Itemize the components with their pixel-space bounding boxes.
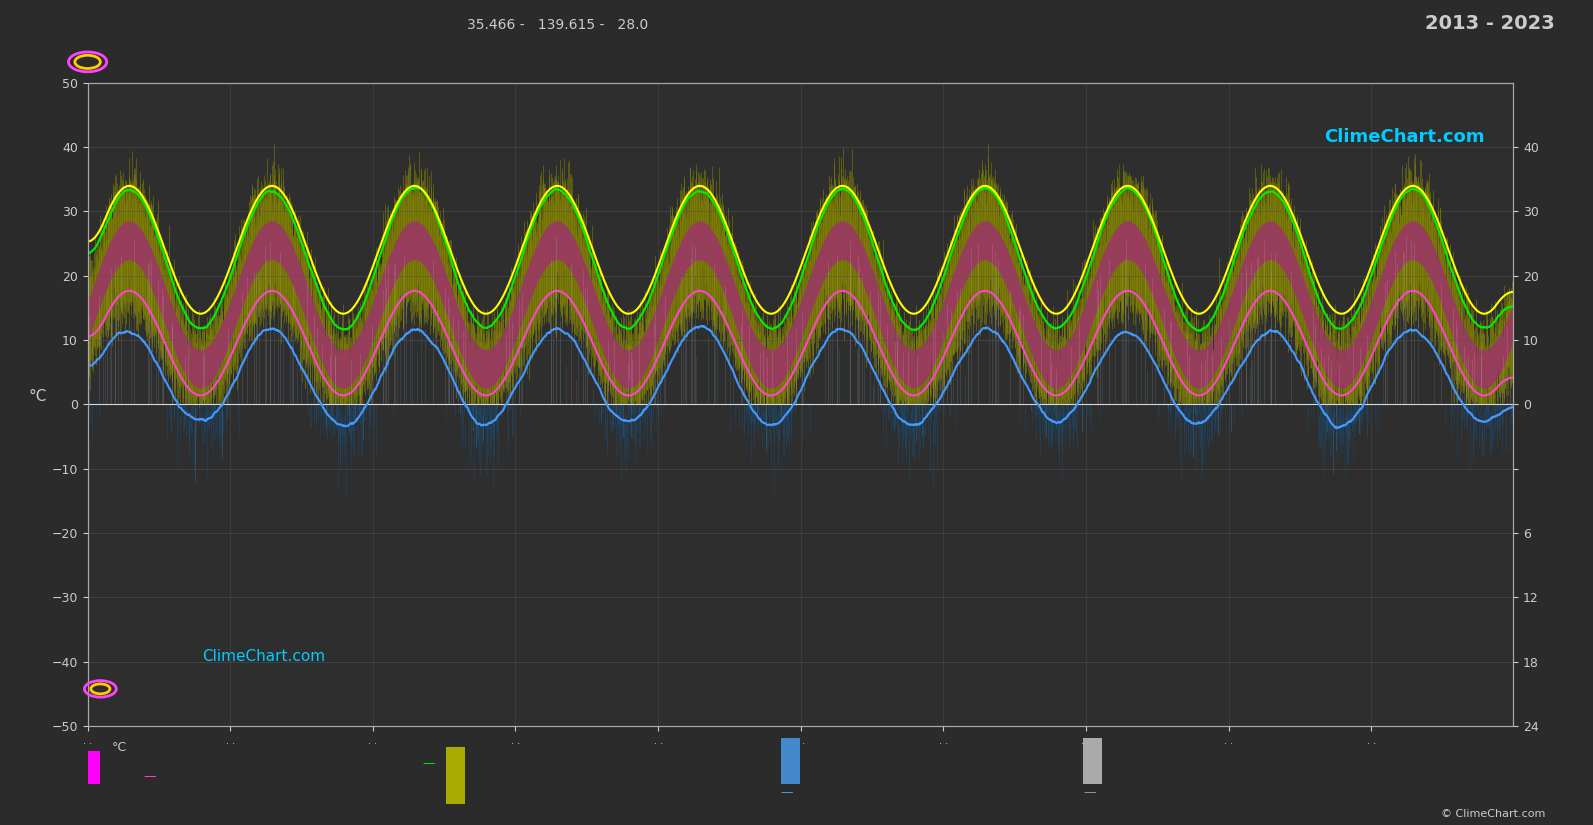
Text: —: — xyxy=(143,770,156,783)
Text: —: — xyxy=(781,786,793,799)
Text: 2013 - 2023: 2013 - 2023 xyxy=(1424,14,1555,33)
Y-axis label: °C: °C xyxy=(29,389,46,404)
Text: ClimeChart.com: ClimeChart.com xyxy=(202,648,325,664)
Text: ClimeChart.com: ClimeChart.com xyxy=(1324,128,1485,145)
Text: —: — xyxy=(1083,786,1096,799)
Text: 35.466 -   139.615 -   28.0: 35.466 - 139.615 - 28.0 xyxy=(467,18,648,32)
Text: °C: °C xyxy=(112,741,126,754)
Text: © ClimeChart.com: © ClimeChart.com xyxy=(1440,808,1545,818)
Text: —: — xyxy=(422,757,435,771)
